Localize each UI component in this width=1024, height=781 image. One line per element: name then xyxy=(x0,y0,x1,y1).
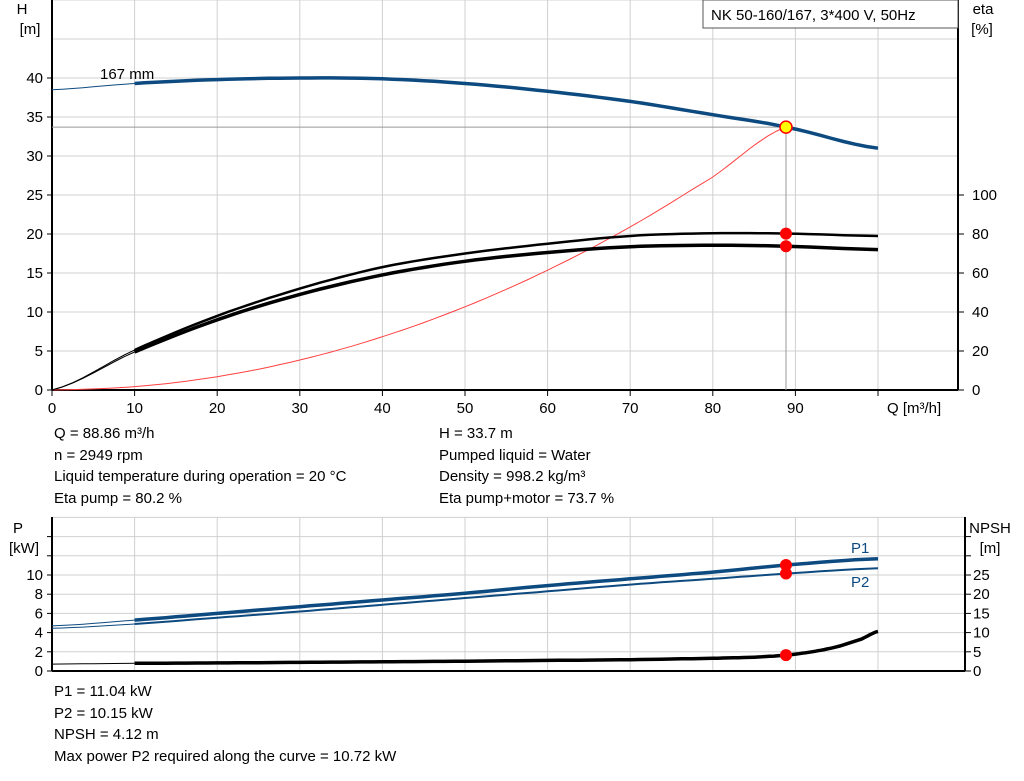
x-tick-label: 10 xyxy=(126,400,143,417)
eta-tick-label: 0 xyxy=(972,382,980,399)
x-tick-label: 70 xyxy=(622,400,639,417)
x-axis-label: Q [m³/h] xyxy=(887,400,941,417)
npsh-curve-thin xyxy=(51,662,135,665)
eta-tick-label: 100 xyxy=(972,187,997,204)
x-tick-label: 90 xyxy=(787,400,804,417)
y-right-label-1: eta xyxy=(973,1,995,18)
eta-pump-motor-marker xyxy=(779,240,792,253)
p-tick-label: 2 xyxy=(35,644,43,661)
npsh-tick-label: 20 xyxy=(973,586,990,603)
title-box xyxy=(702,0,959,29)
npsh-curve xyxy=(134,629,879,666)
npsh-value: NPSH = 4.12 m xyxy=(54,726,159,743)
x-tick-label: 0 xyxy=(48,400,56,417)
bottom-grid: 0 2 4 6 8 10 0 5 10 15 20 25 xyxy=(26,516,990,680)
y-tick-label: 15 xyxy=(26,265,43,282)
p2-value: P2 = 10.15 kW xyxy=(54,704,153,722)
p2-curve-thin xyxy=(51,623,135,629)
p-tick-label: 0 xyxy=(35,663,43,680)
p1-curve-thin xyxy=(51,619,135,627)
flow-value: Q = 88.86 m³/h xyxy=(54,425,155,442)
x-tick-label: 60 xyxy=(539,400,556,417)
npsh-axis-label-2: [m] xyxy=(980,540,1001,557)
eta-tick-label: 40 xyxy=(972,304,989,321)
eta-pump-value: Eta pump = 80.2 % xyxy=(54,489,182,507)
y-tick-label: 35 xyxy=(26,109,43,126)
head-value: H = 33.7 m xyxy=(439,425,513,442)
eta-pump-motor-curve xyxy=(133,243,879,354)
npsh-axis-label-1: NPSH xyxy=(969,520,1011,537)
npsh-tick-label: 25 xyxy=(973,567,990,584)
y-left-label-1: H xyxy=(17,1,28,18)
p1-curve xyxy=(134,556,879,622)
y-tick-label: 10 xyxy=(26,304,43,321)
impeller-annotation: 167 mm xyxy=(100,66,154,83)
operating-point-marker xyxy=(779,120,793,134)
npsh-tick-label: 5 xyxy=(973,644,981,661)
temperature-value: Liquid temperature during operation = 20… xyxy=(54,468,347,485)
x-tick-label: 50 xyxy=(457,400,474,417)
eta-tick-label: 60 xyxy=(972,265,989,282)
p1-value: P1 = 11.04 kW xyxy=(54,683,152,700)
p2-legend-label: P2 xyxy=(851,574,869,591)
npsh-tick-label: 0 xyxy=(973,663,981,680)
y-tick-label: 25 xyxy=(26,187,43,204)
system-curve xyxy=(51,126,787,391)
info-right: H = 33.7 m Pumped liquid = Water Density… xyxy=(439,423,614,509)
y-tick-label: 40 xyxy=(26,70,43,87)
head-curve-thin xyxy=(51,83,135,91)
info-bottom: P1 = 11.04 kW P2 = 10.15 kW NPSH = 4.12 … xyxy=(54,681,396,767)
x-tick-label: 30 xyxy=(291,400,308,417)
eta-tick-label: 20 xyxy=(972,343,989,360)
eta-tick-label: 80 xyxy=(972,226,989,243)
p1-legend-label: P1 xyxy=(851,540,869,557)
eta-pump-motor-curve-thin xyxy=(51,351,135,391)
y-tick-label: 0 xyxy=(35,382,43,399)
p-tick-label: 8 xyxy=(35,586,43,603)
x-tick-label: 40 xyxy=(374,400,391,417)
y-tick-label: 20 xyxy=(26,226,43,243)
npsh-tick-label: 15 xyxy=(973,605,990,622)
chart-title: NK 50-160/167, 3*400 V, 50Hz xyxy=(711,7,916,24)
speed-value: n = 2949 rpm xyxy=(54,446,143,464)
npsh-tick-label: 10 xyxy=(973,625,990,642)
top-grid: 0 5 10 15 20 25 30 35 40 0 20 40 60 80 100 0 10 20 30 40 50 6… xyxy=(26,0,997,417)
p2-marker xyxy=(779,567,792,580)
eta-pump-motor-value: Eta pump+motor = 73.7 % xyxy=(439,489,615,507)
eta-pump-curve xyxy=(134,231,879,352)
y-tick-label: 30 xyxy=(26,148,43,165)
p2-curve xyxy=(134,567,879,625)
x-tick-label: 20 xyxy=(209,400,226,417)
info-left: Q = 88.86 m³/h n = 2949 rpm Liquid tempe… xyxy=(54,423,346,509)
p-tick-label: 6 xyxy=(35,605,43,622)
eta-pump-curve-thin xyxy=(51,349,135,391)
y-left-label-2: [m] xyxy=(20,21,41,38)
max-power-value: Max power P2 required along the curve = … xyxy=(54,747,397,765)
npsh-marker xyxy=(779,649,792,662)
eta-pump-marker xyxy=(779,227,792,240)
p-axis-label-1: P xyxy=(13,520,23,537)
p-tick-label: 10 xyxy=(26,567,43,584)
chart-marks xyxy=(51,76,879,666)
head-curve xyxy=(134,76,879,150)
y-right-label-2: [%] xyxy=(971,21,993,38)
p-tick-label: 4 xyxy=(35,625,43,642)
x-tick-label: 80 xyxy=(704,400,721,417)
p1-marker xyxy=(779,559,792,572)
liquid-value: Pumped liquid = Water xyxy=(439,446,591,464)
y-tick-label: 5 xyxy=(35,343,43,360)
density-value: Density = 998.2 kg/m³ xyxy=(439,468,586,485)
p-axis-label-2: [kW] xyxy=(9,540,39,557)
